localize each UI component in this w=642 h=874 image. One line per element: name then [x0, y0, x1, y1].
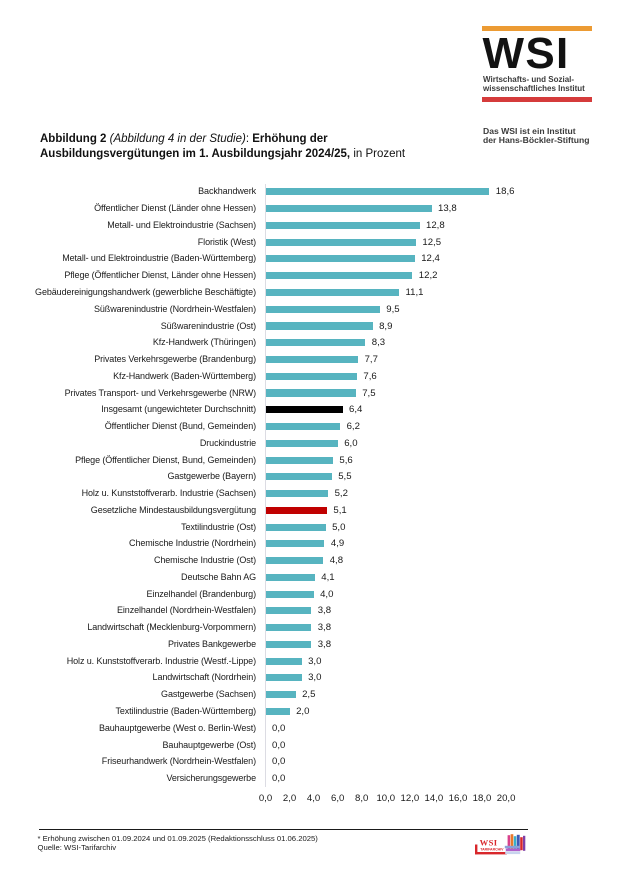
svg-text:WSI: WSI — [480, 837, 498, 847]
svg-text:TARIFARCHIV: TARIFARCHIV — [480, 847, 504, 851]
